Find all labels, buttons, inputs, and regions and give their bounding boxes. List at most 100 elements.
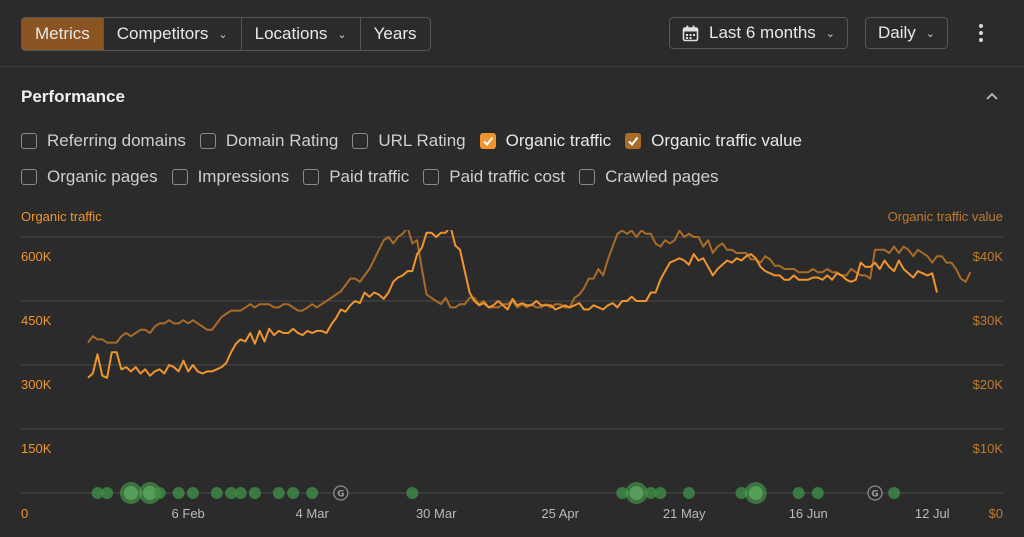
left-axis-title: Organic traffic	[21, 209, 102, 224]
x-tick-label: 16 Jun	[789, 506, 828, 521]
tab-metrics[interactable]: Metrics	[22, 18, 104, 50]
checkbox-impressions[interactable]: Impressions	[171, 167, 290, 187]
checkbox-domain-rating[interactable]: Domain Rating	[199, 131, 339, 151]
checkbox-paid-traffic-cost[interactable]: Paid traffic cost	[423, 167, 565, 187]
checkbox-box[interactable]	[352, 133, 369, 149]
event-marker	[287, 487, 300, 499]
checkbox-label: Organic traffic	[505, 131, 612, 150]
checkbox-referring-domains[interactable]: Referring domains	[21, 131, 186, 151]
left-tick-label: 600K	[21, 249, 52, 264]
chevron-down-icon: ⌄	[825, 27, 835, 40]
google-icon: G	[871, 490, 878, 500]
checkbox-box-checked[interactable]	[479, 133, 496, 149]
event-marker	[101, 487, 114, 499]
calendar-icon	[682, 25, 699, 41]
checkmark-icon	[482, 136, 493, 147]
tab-competitors-label: Competitors	[116, 24, 209, 43]
event-marker	[91, 487, 104, 499]
tab-years[interactable]: Years	[361, 18, 430, 50]
event-marker-core	[123, 486, 138, 500]
checkbox-box[interactable]	[579, 169, 596, 185]
event-marker	[888, 487, 901, 499]
tab-years-label: Years	[373, 24, 417, 43]
event-marker	[792, 487, 805, 499]
checkbox-label: Organic traffic value	[651, 131, 802, 150]
x-tick-label: 12 Jul	[915, 506, 950, 521]
chevron-down-icon: ⌄	[218, 28, 228, 41]
checkbox-box[interactable]	[199, 133, 216, 149]
right-tick-label: $0	[988, 506, 1003, 521]
event-marker	[210, 487, 223, 499]
event-marker	[616, 487, 629, 499]
event-marker	[186, 487, 199, 499]
checkbox-box[interactable]	[21, 169, 37, 185]
tab-competitors[interactable]: Competitors ⌄	[104, 18, 242, 50]
event-marker	[234, 487, 247, 499]
google-icon: G	[337, 490, 344, 500]
event-marker	[654, 487, 667, 499]
checkbox-organic-traffic[interactable]: Organic traffic	[479, 131, 612, 151]
performance-chart: G G 6 Feb 4 Mar 30 Mar 25 Apr 21 May 16 Jun 12 J…	[21, 230, 1003, 521]
checkbox-paid-traffic[interactable]: Paid traffic	[303, 167, 409, 187]
left-tick-label: 150K	[21, 441, 52, 456]
google-update-marker	[333, 485, 349, 501]
checkbox-box[interactable]	[303, 169, 320, 185]
interval-label: Daily	[878, 23, 916, 42]
toolbar: Metrics Competitors ⌄ Locations ⌄ Years La…	[0, 0, 1024, 67]
period-label: Last 6 months	[709, 23, 816, 42]
x-tick-label: 4 Mar	[296, 506, 330, 521]
more-vertical-icon[interactable]	[973, 21, 989, 45]
x-tick-label: 25 Apr	[541, 506, 579, 521]
checkbox-box[interactable]	[423, 169, 440, 185]
organic-traffic-line	[87, 230, 938, 379]
right-tick-label: $10K	[972, 441, 1003, 456]
event-marker	[682, 487, 695, 499]
event-marker	[406, 487, 419, 499]
left-tick-label: 0	[21, 506, 29, 521]
metric-checkboxes-row-2: Organic pages Impressions Paid traffic P…	[21, 167, 719, 187]
checkbox-box[interactable]	[21, 133, 37, 149]
x-tick-label: 21 May	[663, 506, 706, 521]
right-tick-label: $30K	[972, 313, 1003, 328]
checkbox-organic-traffic-value[interactable]: Organic traffic value	[625, 131, 802, 151]
checkbox-label: Paid traffic cost	[449, 167, 566, 186]
right-tick-label: $20K	[972, 377, 1003, 392]
checkbox-label: Referring domains	[47, 131, 186, 150]
event-marker	[811, 487, 824, 499]
event-marker-core	[629, 486, 644, 500]
x-tick-label: 30 Mar	[416, 506, 457, 521]
event-marker	[225, 487, 238, 499]
event-marker-core	[143, 486, 158, 500]
section-title: Performance	[21, 87, 125, 106]
event-marker	[172, 487, 185, 499]
event-marker-core	[748, 486, 763, 500]
chevron-up-icon[interactable]	[984, 88, 1000, 104]
metric-checkboxes-row-1: Referring domains Domain Rating URL Rati…	[21, 131, 802, 151]
interval-dropdown[interactable]: Daily ⌄	[865, 17, 949, 49]
tab-locations-label: Locations	[254, 24, 328, 43]
event-marker	[153, 487, 166, 499]
checkbox-label: Crawled pages	[605, 167, 719, 186]
event-marker	[306, 487, 319, 499]
x-tick-label: 6 Feb	[172, 506, 205, 521]
period-dropdown[interactable]: Last 6 months ⌄	[669, 17, 848, 49]
checkbox-label: URL Rating	[378, 131, 466, 150]
checkbox-box[interactable]	[171, 169, 188, 185]
left-tick-label: 450K	[21, 313, 52, 328]
event-marker	[644, 487, 657, 499]
checkbox-organic-pages[interactable]: Organic pages	[21, 167, 158, 187]
checkbox-url-rating[interactable]: URL Rating	[352, 131, 466, 151]
chevron-down-icon: ⌄	[337, 28, 347, 41]
organic-traffic-value-line	[87, 230, 972, 344]
checkbox-label: Impressions	[197, 167, 290, 186]
checkbox-box-checked[interactable]	[625, 133, 642, 149]
event-marker	[248, 487, 261, 499]
tab-locations[interactable]: Locations ⌄	[242, 18, 361, 50]
checkbox-label: Domain Rating	[225, 131, 339, 150]
chevron-down-icon: ⌄	[925, 27, 936, 40]
right-axis-title: Organic traffic value	[887, 209, 1003, 224]
checkbox-label: Organic pages	[47, 167, 158, 186]
checkbox-label: Paid traffic	[329, 167, 410, 186]
view-tabs: Metrics Competitors ⌄ Locations ⌄ Years	[21, 17, 431, 51]
checkbox-crawled-pages[interactable]: Crawled pages	[579, 167, 719, 187]
